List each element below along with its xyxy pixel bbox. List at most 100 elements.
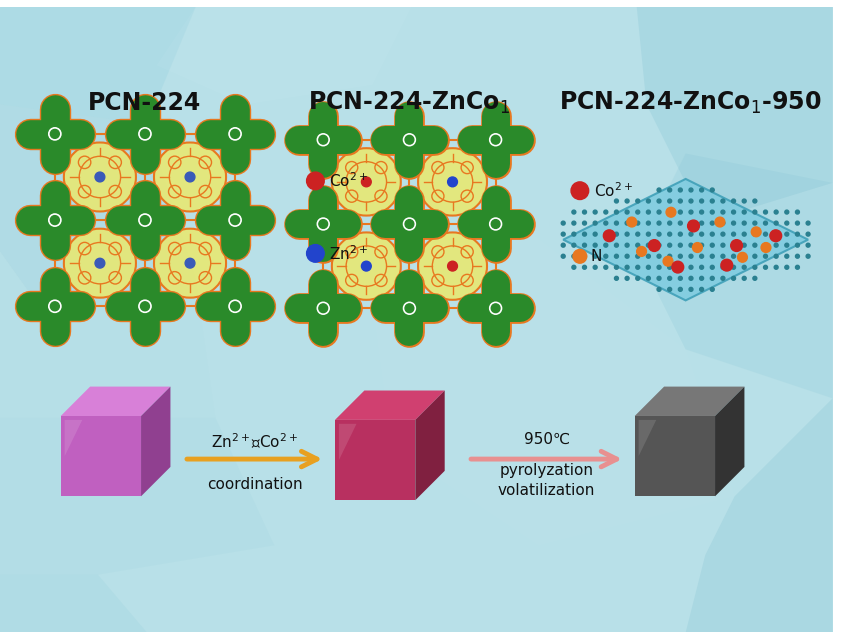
- Circle shape: [796, 265, 799, 269]
- Polygon shape: [635, 416, 715, 497]
- Circle shape: [774, 232, 778, 236]
- Circle shape: [763, 210, 768, 214]
- Circle shape: [796, 221, 799, 225]
- Circle shape: [668, 188, 672, 192]
- Ellipse shape: [418, 148, 487, 215]
- Circle shape: [140, 215, 150, 224]
- Circle shape: [689, 221, 693, 225]
- Circle shape: [742, 265, 746, 269]
- Circle shape: [593, 221, 597, 225]
- Circle shape: [763, 221, 768, 225]
- Circle shape: [689, 276, 693, 281]
- Circle shape: [732, 199, 735, 203]
- Circle shape: [636, 199, 640, 203]
- Circle shape: [139, 214, 151, 226]
- Circle shape: [404, 134, 416, 146]
- Circle shape: [761, 243, 771, 252]
- Circle shape: [572, 210, 575, 214]
- Circle shape: [319, 304, 327, 312]
- Polygon shape: [637, 153, 833, 398]
- Polygon shape: [635, 387, 745, 416]
- Text: PCN-224: PCN-224: [88, 91, 201, 114]
- Circle shape: [657, 188, 661, 192]
- Circle shape: [404, 302, 416, 314]
- Circle shape: [625, 210, 629, 214]
- Circle shape: [721, 254, 725, 258]
- Circle shape: [657, 221, 661, 225]
- Circle shape: [721, 243, 725, 247]
- Circle shape: [319, 135, 327, 144]
- Circle shape: [593, 243, 597, 247]
- Text: Zn$^{2+}$: Zn$^{2+}$: [329, 244, 368, 263]
- Circle shape: [307, 172, 324, 190]
- Circle shape: [636, 221, 640, 225]
- Circle shape: [774, 221, 778, 225]
- Circle shape: [689, 199, 693, 203]
- Circle shape: [689, 232, 693, 236]
- Circle shape: [721, 276, 725, 281]
- Circle shape: [636, 265, 640, 269]
- Circle shape: [405, 220, 414, 228]
- Circle shape: [732, 232, 735, 236]
- Circle shape: [615, 210, 619, 214]
- Circle shape: [678, 188, 683, 192]
- Circle shape: [405, 135, 414, 144]
- Circle shape: [663, 256, 673, 266]
- Circle shape: [361, 177, 371, 187]
- Circle shape: [657, 243, 661, 247]
- Circle shape: [573, 249, 586, 263]
- Ellipse shape: [332, 148, 401, 215]
- Circle shape: [604, 254, 608, 258]
- Circle shape: [700, 210, 704, 214]
- Circle shape: [572, 232, 575, 236]
- Circle shape: [48, 128, 61, 140]
- Circle shape: [678, 243, 683, 247]
- Circle shape: [625, 243, 629, 247]
- Circle shape: [689, 243, 693, 247]
- Circle shape: [785, 221, 789, 225]
- Circle shape: [582, 232, 586, 236]
- Polygon shape: [335, 390, 445, 420]
- Circle shape: [678, 265, 683, 269]
- Circle shape: [668, 276, 672, 281]
- Circle shape: [806, 232, 810, 236]
- Circle shape: [50, 130, 60, 139]
- Circle shape: [668, 254, 672, 258]
- Circle shape: [649, 240, 660, 251]
- Circle shape: [572, 221, 575, 225]
- Circle shape: [806, 254, 810, 258]
- Circle shape: [572, 265, 575, 269]
- Circle shape: [774, 210, 778, 214]
- Circle shape: [625, 199, 629, 203]
- Circle shape: [95, 258, 105, 268]
- Polygon shape: [141, 387, 171, 497]
- Circle shape: [711, 188, 714, 192]
- Circle shape: [625, 232, 629, 236]
- Circle shape: [715, 217, 725, 227]
- Circle shape: [796, 243, 799, 247]
- Circle shape: [721, 221, 725, 225]
- Circle shape: [742, 199, 746, 203]
- Circle shape: [230, 302, 240, 311]
- Polygon shape: [0, 105, 196, 320]
- Circle shape: [48, 300, 61, 312]
- Circle shape: [700, 254, 704, 258]
- Circle shape: [693, 243, 702, 252]
- Circle shape: [668, 243, 672, 247]
- Circle shape: [561, 232, 565, 236]
- Polygon shape: [0, 6, 196, 124]
- Circle shape: [582, 243, 586, 247]
- Circle shape: [571, 182, 589, 199]
- Circle shape: [647, 254, 650, 258]
- Circle shape: [785, 210, 789, 214]
- Circle shape: [615, 265, 619, 269]
- Polygon shape: [60, 416, 141, 497]
- Circle shape: [647, 221, 650, 225]
- Circle shape: [448, 177, 457, 187]
- Circle shape: [711, 210, 714, 214]
- Circle shape: [615, 254, 619, 258]
- Circle shape: [647, 243, 650, 247]
- Circle shape: [636, 254, 640, 258]
- Circle shape: [796, 232, 799, 236]
- Text: Co$^{2+}$: Co$^{2+}$: [329, 171, 368, 190]
